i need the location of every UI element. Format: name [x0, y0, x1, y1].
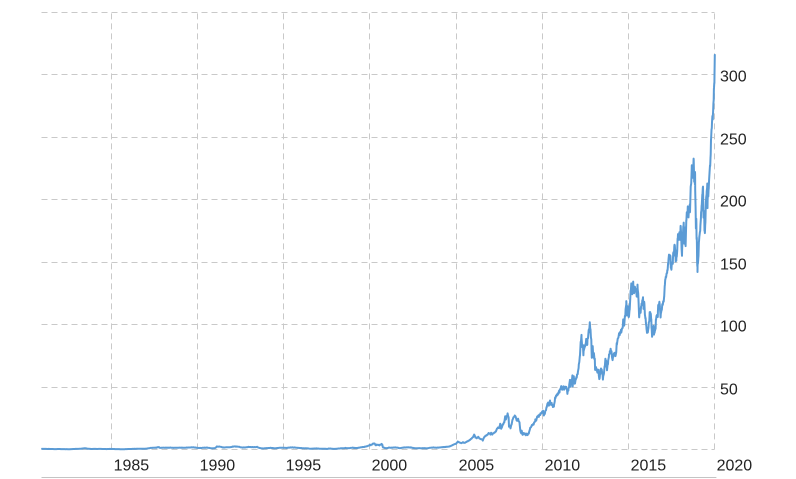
svg-text:250: 250	[720, 131, 747, 148]
svg-text:2010: 2010	[545, 457, 581, 474]
svg-text:1995: 1995	[286, 457, 322, 474]
svg-text:200: 200	[720, 193, 747, 210]
svg-text:2015: 2015	[631, 457, 667, 474]
svg-text:300: 300	[720, 68, 747, 85]
svg-text:100: 100	[720, 318, 747, 335]
svg-text:1990: 1990	[200, 457, 236, 474]
svg-text:2020: 2020	[717, 457, 753, 474]
svg-text:50: 50	[720, 381, 738, 398]
svg-text:2005: 2005	[459, 457, 495, 474]
svg-text:150: 150	[720, 256, 747, 273]
svg-text:2000: 2000	[372, 457, 408, 474]
svg-text:1985: 1985	[114, 457, 150, 474]
